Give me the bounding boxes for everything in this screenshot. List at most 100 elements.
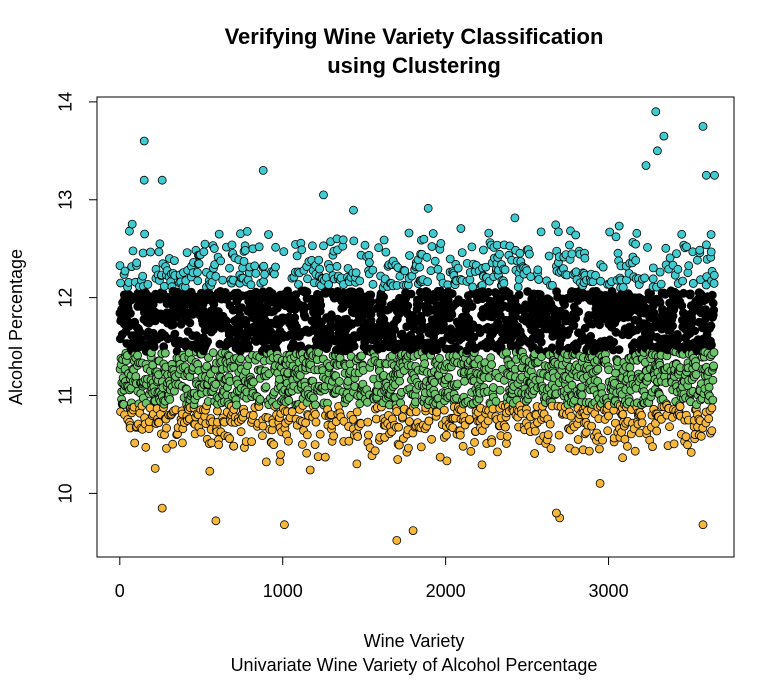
cluster-0-point — [501, 439, 511, 448]
cluster-3-point — [481, 262, 491, 272]
cluster-0-point — [595, 478, 605, 488]
cluster-3-point — [567, 249, 577, 259]
cluster-3-point — [428, 229, 438, 238]
cluster-0-point — [141, 442, 151, 452]
cluster-3-point — [240, 245, 250, 255]
cluster-3-point — [157, 175, 167, 185]
cluster-3-point — [154, 247, 164, 257]
cluster-3-point — [139, 175, 149, 185]
cluster-3-point — [279, 247, 289, 257]
cluster-3-point — [614, 221, 624, 231]
cluster-0-point — [371, 414, 381, 424]
cluster-1-point — [429, 378, 439, 387]
cluster-0-point — [392, 536, 402, 545]
cluster-1-point — [709, 361, 718, 371]
cluster-2-point — [179, 303, 189, 313]
cluster-0-point — [466, 446, 476, 456]
cluster-3-point — [643, 242, 652, 252]
y-tick-label: 12 — [56, 288, 76, 308]
cluster-0-point — [686, 447, 696, 457]
x-axis-label: Wine Variety — [364, 631, 465, 651]
cluster-3-point — [360, 240, 370, 250]
cluster-0-point — [707, 403, 717, 413]
cluster-0-point — [530, 449, 539, 458]
cluster-0-point — [623, 441, 632, 451]
cluster-0-point — [681, 432, 691, 442]
cluster-1-point — [410, 397, 420, 407]
cluster-3-point — [651, 107, 661, 117]
cluster-3-point — [655, 267, 665, 277]
cluster-1-point — [284, 395, 294, 405]
cluster-3-point — [246, 280, 256, 290]
cluster-0-point — [477, 460, 487, 470]
cluster-0-point — [305, 465, 315, 475]
cluster-0-point — [403, 443, 413, 453]
cluster-2-point — [709, 305, 719, 315]
cluster-3-point — [115, 261, 125, 271]
cluster-0-point — [570, 446, 580, 456]
cluster-3-point — [381, 247, 391, 257]
cluster-0-point — [595, 444, 604, 454]
cluster-3-point — [325, 263, 335, 273]
cluster-2-point — [514, 290, 524, 300]
cluster-2-point — [707, 340, 716, 350]
cluster-0-point — [669, 439, 679, 449]
cluster-0-point — [465, 414, 474, 424]
cluster-2-point — [614, 345, 624, 355]
cluster-0-point — [363, 430, 373, 440]
cluster-1-point — [708, 375, 718, 385]
cluster-3-point — [199, 247, 209, 257]
cluster-3-point — [368, 279, 378, 289]
cluster-2-point — [292, 322, 301, 332]
cluster-3-point — [684, 261, 694, 271]
cluster-2-point — [690, 326, 700, 336]
cluster-0-point — [530, 426, 540, 436]
cluster-0-point — [652, 426, 662, 436]
cluster-3-point — [211, 271, 221, 281]
cluster-1-point — [593, 364, 603, 374]
cluster-2-point — [326, 310, 336, 320]
cluster-2-point — [244, 343, 254, 353]
cluster-0-point — [344, 436, 354, 446]
cluster-3-point — [677, 229, 687, 239]
x-tick-label: 0 — [115, 581, 125, 601]
cluster-3-point — [128, 246, 138, 256]
cluster-1-point — [577, 390, 587, 400]
cluster-3-point — [324, 280, 334, 290]
cluster-3-point — [146, 247, 155, 257]
cluster-0-point — [297, 439, 307, 449]
cluster-3-point — [374, 243, 384, 253]
cluster-3-point — [426, 266, 436, 276]
cluster-2-point — [536, 337, 546, 347]
cluster-3-point — [218, 275, 228, 285]
cluster-1-point — [487, 360, 497, 370]
cluster-3-point — [695, 245, 705, 255]
cluster-0-point — [257, 431, 267, 441]
cluster-3-point — [143, 279, 153, 289]
cluster-0-point — [248, 410, 258, 420]
cluster-0-point — [603, 426, 613, 436]
cluster-3-point — [259, 261, 269, 271]
cluster-2-point — [125, 309, 135, 318]
cluster-1-point — [495, 385, 505, 395]
cluster-3-point — [445, 254, 455, 264]
cluster-2-point — [302, 287, 312, 297]
chart-title-line-1: Verifying Wine Variety Classification — [225, 24, 604, 49]
cluster-0-point — [161, 443, 171, 453]
cluster-2-point — [574, 307, 584, 317]
y-tick-label: 13 — [56, 190, 76, 210]
cluster-3-point — [355, 276, 365, 286]
cluster-3-point — [227, 240, 237, 250]
cluster-0-point — [261, 457, 271, 467]
cluster-1-point — [395, 376, 405, 386]
cluster-3-point — [193, 276, 203, 286]
cluster-1-point — [165, 394, 175, 404]
cluster-3-point — [661, 243, 671, 253]
cluster-0-point — [435, 452, 445, 462]
cluster-1-point — [435, 353, 444, 363]
cluster-3-point — [672, 249, 681, 259]
cluster-1-point — [261, 382, 271, 392]
cluster-3-point — [709, 270, 719, 280]
cluster-3-point — [364, 258, 374, 267]
cluster-3-point — [709, 278, 719, 288]
